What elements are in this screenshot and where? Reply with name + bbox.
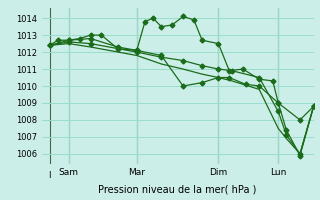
- X-axis label: Pression niveau de la mer( hPa ): Pression niveau de la mer( hPa ): [99, 185, 257, 195]
